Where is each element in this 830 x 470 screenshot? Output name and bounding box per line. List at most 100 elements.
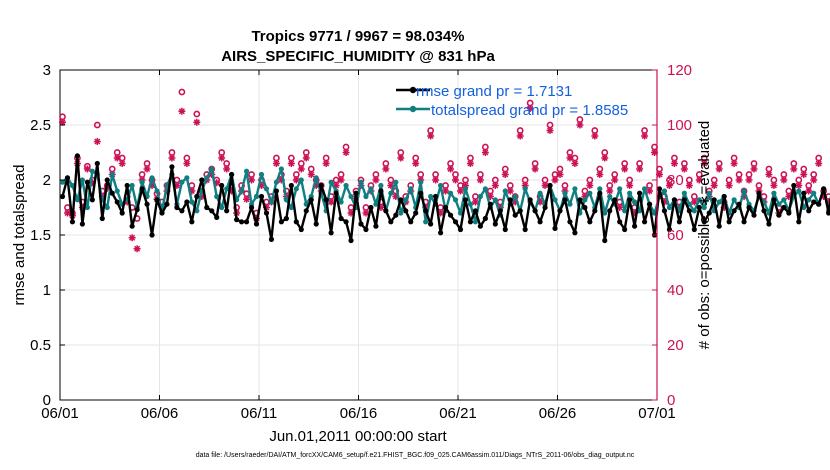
obs-possible-marker <box>795 176 803 184</box>
rmse-point <box>199 177 205 183</box>
rmse-point <box>467 219 474 225</box>
obs-evaluated-marker <box>795 182 803 189</box>
totalspread-point <box>253 193 260 200</box>
obs-possible-marker <box>178 88 186 96</box>
rmse-point <box>756 190 762 196</box>
obs-possible-marker <box>765 165 773 173</box>
obs-evaluated-marker <box>113 154 121 162</box>
obs-possible-marker <box>113 149 121 156</box>
obs-evaluated-marker <box>447 165 455 173</box>
rmse-point <box>169 164 175 170</box>
obs-possible-marker <box>287 154 295 162</box>
totalspread-point <box>129 182 135 189</box>
y-right-tick-label: 0 <box>667 392 675 409</box>
totalspread-point <box>378 182 384 189</box>
totalspread-point <box>447 190 454 196</box>
obs-evaluated-marker <box>730 160 738 167</box>
rmse-point <box>462 197 469 203</box>
totalspread-point <box>189 199 195 205</box>
totalspread-point <box>348 193 354 200</box>
obs-possible-marker <box>143 160 151 167</box>
rmse-point <box>592 208 598 214</box>
rmse-point <box>348 237 354 244</box>
obs-evaluated-marker <box>815 160 823 167</box>
rmse-point <box>572 230 578 236</box>
rmse-point <box>567 219 573 225</box>
y-right-tick-label: 60 <box>667 227 684 244</box>
rmse-point <box>189 219 195 225</box>
obs-evaluated-marker <box>287 160 295 167</box>
obs-evaluated-marker <box>780 176 788 184</box>
obs-evaluated-marker <box>337 176 345 184</box>
rmse-point <box>547 182 553 189</box>
rmse-point <box>741 219 747 225</box>
rmse-point <box>477 223 483 229</box>
y-right-tick-label: 20 <box>667 337 684 354</box>
totalspread-point <box>661 188 668 194</box>
obs-evaluated-marker <box>576 121 584 129</box>
totalspread-point <box>607 193 613 200</box>
totalspread-point <box>617 186 623 192</box>
rmse-point <box>229 171 235 178</box>
obs-possible-marker <box>108 165 116 173</box>
rmse-point <box>114 199 120 205</box>
rmse-point <box>646 201 653 207</box>
obs-possible-marker <box>486 187 494 195</box>
obs-evaluated-marker <box>695 176 703 184</box>
totalspread-point <box>283 197 289 203</box>
obs-evaluated-marker <box>297 165 305 173</box>
obs-evaluated-marker <box>486 193 494 200</box>
obs-possible-marker <box>581 187 589 195</box>
totalspread-point <box>457 210 464 216</box>
totalspread-point <box>278 166 284 172</box>
totalspread-point <box>587 190 593 196</box>
rmse-point <box>517 208 523 214</box>
rmse-point <box>368 204 374 211</box>
obs-possible-marker <box>531 160 539 167</box>
obs-possible-marker <box>307 165 315 173</box>
obs-evaluated-marker <box>541 182 549 189</box>
totalspread-point <box>627 190 633 196</box>
totalspread-point <box>681 190 687 196</box>
rmse-point <box>263 210 270 216</box>
legend: rmse grand pr = 1.7131 totalspread grand… <box>396 83 628 119</box>
totalspread-point <box>338 199 344 205</box>
obs-evaluated-marker <box>551 176 559 184</box>
totalspread-point <box>204 175 210 181</box>
rmse-point <box>472 208 479 214</box>
rmse-point <box>796 219 802 225</box>
x-tick-label: 07/01 <box>638 405 676 422</box>
rmse-point <box>781 204 787 211</box>
x-axis-label: Jun.01,2011 00:00:00 start <box>269 428 447 445</box>
totalspread-point <box>403 197 409 203</box>
obs-possible-marker <box>432 171 440 178</box>
rmse-point <box>283 215 289 222</box>
totalspread-point <box>552 197 558 203</box>
rmse-point <box>219 182 225 189</box>
totalspread-point <box>343 182 349 189</box>
rmse-point <box>69 219 76 225</box>
rmse-point <box>437 230 444 236</box>
obs-evaluated-marker <box>442 187 450 195</box>
obs-layer <box>58 88 830 253</box>
obs-possible-marker <box>452 171 459 178</box>
obs-possible-marker <box>810 171 818 178</box>
rmse-line <box>61 154 830 242</box>
rmse-point <box>686 208 692 214</box>
rmse-point <box>487 201 493 207</box>
totalspread-point <box>368 186 374 192</box>
rmse-point <box>562 197 568 203</box>
obs-evaluated-marker <box>272 160 280 167</box>
rmse-point <box>602 237 608 244</box>
rmse-point <box>423 208 429 214</box>
obs-evaluated-marker <box>292 176 300 184</box>
obs-possible-marker <box>641 127 648 134</box>
rmse-point <box>258 193 265 200</box>
obs-evaluated-marker <box>93 138 101 145</box>
obs-possible-marker <box>138 171 146 178</box>
totalspread-point <box>696 197 702 203</box>
rmse-point <box>806 208 812 214</box>
obs-evaluated-marker <box>362 209 370 217</box>
rmse-point <box>89 197 95 203</box>
